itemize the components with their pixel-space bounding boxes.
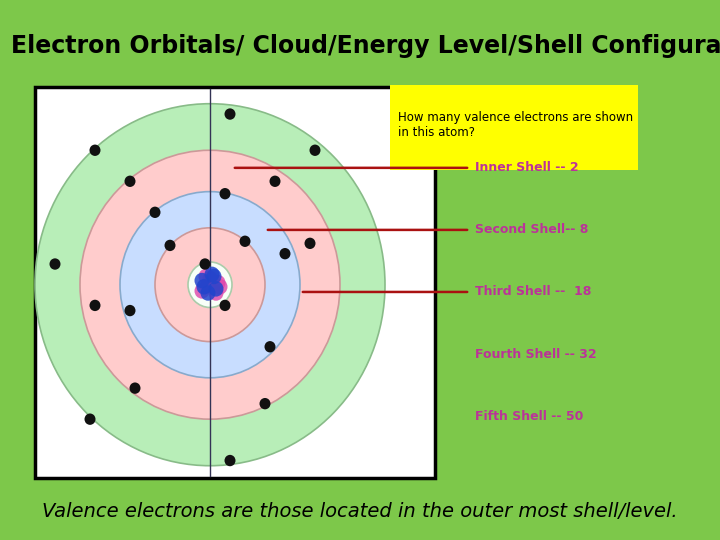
Circle shape: [194, 283, 210, 299]
Circle shape: [80, 150, 340, 419]
Bar: [35, 87, 435, 478]
Circle shape: [84, 414, 96, 425]
Circle shape: [150, 207, 161, 218]
Circle shape: [259, 398, 271, 409]
Circle shape: [269, 176, 281, 187]
Circle shape: [210, 275, 225, 291]
Circle shape: [197, 279, 212, 294]
Text: Second Shell-- 8: Second Shell-- 8: [475, 224, 588, 237]
Circle shape: [204, 267, 220, 282]
Circle shape: [240, 235, 251, 247]
Circle shape: [220, 300, 230, 311]
Circle shape: [35, 104, 385, 465]
Circle shape: [225, 455, 235, 466]
Circle shape: [125, 176, 135, 187]
Circle shape: [194, 273, 210, 288]
Text: How many valence electrons are shown
in this atom?: How many valence electrons are shown in …: [398, 111, 633, 139]
Circle shape: [199, 258, 210, 269]
Circle shape: [164, 240, 176, 251]
Circle shape: [155, 228, 265, 342]
Circle shape: [209, 285, 223, 301]
Circle shape: [200, 285, 215, 301]
Circle shape: [200, 277, 215, 293]
Circle shape: [220, 188, 230, 199]
Bar: [390, 85, 638, 170]
Circle shape: [305, 238, 315, 249]
Circle shape: [89, 300, 101, 311]
Circle shape: [199, 269, 214, 284]
Text: Inner Shell -- 2: Inner Shell -- 2: [475, 161, 579, 174]
Circle shape: [125, 305, 135, 316]
Circle shape: [188, 262, 232, 307]
Circle shape: [50, 258, 60, 269]
Circle shape: [279, 248, 290, 259]
Text: Fifth Shell -- 50: Fifth Shell -- 50: [475, 409, 583, 423]
Circle shape: [209, 281, 223, 296]
Circle shape: [212, 279, 228, 294]
Circle shape: [207, 269, 222, 284]
Circle shape: [225, 109, 235, 120]
Circle shape: [89, 145, 101, 156]
Circle shape: [130, 382, 140, 394]
Text: Electron Orbitals/ Cloud/Energy Level/Shell Configurations: Electron Orbitals/ Cloud/Energy Level/Sh…: [11, 35, 720, 58]
Text: Valence electrons are those located in the outer most shell/level.: Valence electrons are those located in t…: [42, 502, 678, 521]
Circle shape: [310, 145, 320, 156]
Circle shape: [202, 271, 217, 286]
Text: Fourth Shell -- 32: Fourth Shell -- 32: [475, 348, 597, 361]
Circle shape: [120, 192, 300, 378]
Circle shape: [264, 341, 276, 353]
Text: Third Shell --  18: Third Shell -- 18: [475, 286, 591, 299]
